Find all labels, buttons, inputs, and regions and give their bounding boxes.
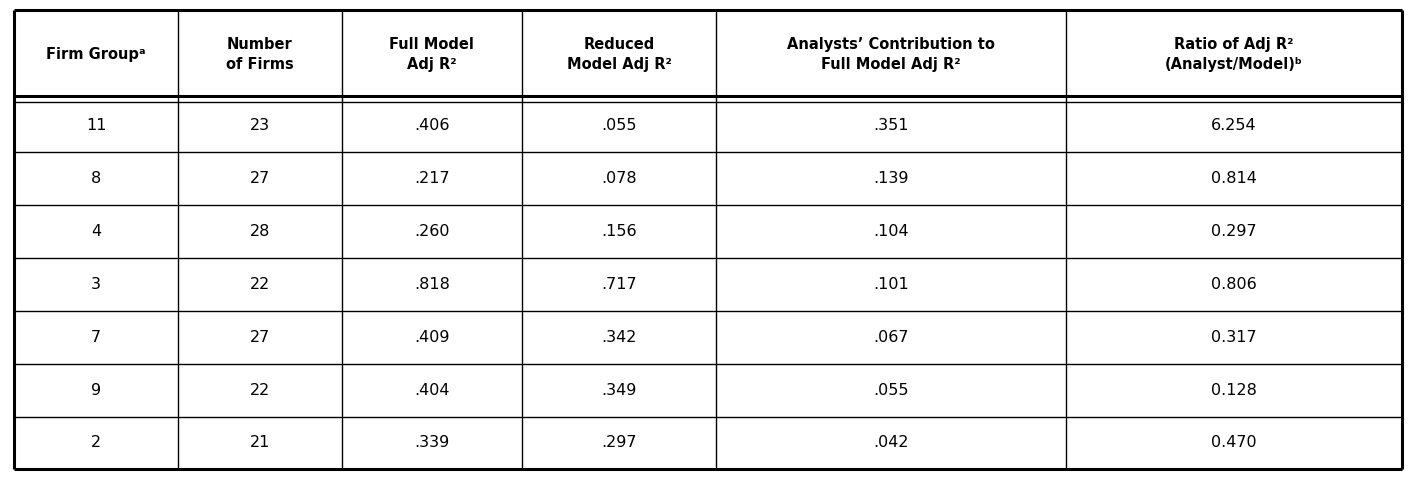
Text: .055: .055 — [874, 383, 909, 398]
Text: 2: 2 — [91, 435, 101, 450]
Text: 27: 27 — [249, 330, 270, 345]
Text: 23: 23 — [249, 118, 270, 133]
Text: .404: .404 — [413, 383, 450, 398]
Text: .342: .342 — [602, 330, 637, 345]
Text: 0.128: 0.128 — [1211, 383, 1257, 398]
Text: .406: .406 — [413, 118, 450, 133]
Text: .104: .104 — [874, 224, 909, 239]
Text: .349: .349 — [602, 383, 637, 398]
Text: 6.254: 6.254 — [1211, 118, 1257, 133]
Text: .067: .067 — [874, 330, 909, 345]
Text: 0.297: 0.297 — [1211, 224, 1257, 239]
Text: .156: .156 — [602, 224, 637, 239]
Text: Analysts’ Contribution to
Full Model Adj R²: Analysts’ Contribution to Full Model Adj… — [787, 37, 995, 71]
Text: 27: 27 — [249, 171, 270, 186]
Text: 3: 3 — [91, 277, 101, 292]
Text: Full Model
Adj R²: Full Model Adj R² — [389, 37, 474, 71]
Text: .139: .139 — [874, 171, 909, 186]
Text: .409: .409 — [413, 330, 450, 345]
Text: 0.470: 0.470 — [1211, 435, 1257, 450]
Text: 9: 9 — [91, 383, 101, 398]
Text: .042: .042 — [874, 435, 909, 450]
Text: .717: .717 — [602, 277, 637, 292]
Text: .101: .101 — [874, 277, 909, 292]
Text: Firm Groupᵃ: Firm Groupᵃ — [47, 47, 146, 62]
Text: 0.814: 0.814 — [1211, 171, 1257, 186]
Text: 0.317: 0.317 — [1211, 330, 1257, 345]
Text: .217: .217 — [413, 171, 450, 186]
Text: Reduced
Model Adj R²: Reduced Model Adj R² — [566, 37, 671, 71]
Text: 28: 28 — [249, 224, 270, 239]
Text: Number
of Firms: Number of Firms — [227, 37, 293, 71]
Text: .297: .297 — [602, 435, 637, 450]
Text: .078: .078 — [602, 171, 637, 186]
Text: 8: 8 — [91, 171, 101, 186]
Text: 11: 11 — [86, 118, 106, 133]
Text: 22: 22 — [249, 277, 270, 292]
Text: 7: 7 — [91, 330, 101, 345]
Text: .339: .339 — [415, 435, 449, 450]
Text: .818: .818 — [413, 277, 450, 292]
Text: 0.806: 0.806 — [1211, 277, 1257, 292]
Text: 22: 22 — [249, 383, 270, 398]
Text: .055: .055 — [602, 118, 637, 133]
Text: Ratio of Adj R²
(Analyst/Model)ᵇ: Ratio of Adj R² (Analyst/Model)ᵇ — [1165, 37, 1303, 71]
Text: 4: 4 — [91, 224, 101, 239]
Text: .260: .260 — [413, 224, 450, 239]
Text: .351: .351 — [874, 118, 909, 133]
Text: 21: 21 — [249, 435, 270, 450]
